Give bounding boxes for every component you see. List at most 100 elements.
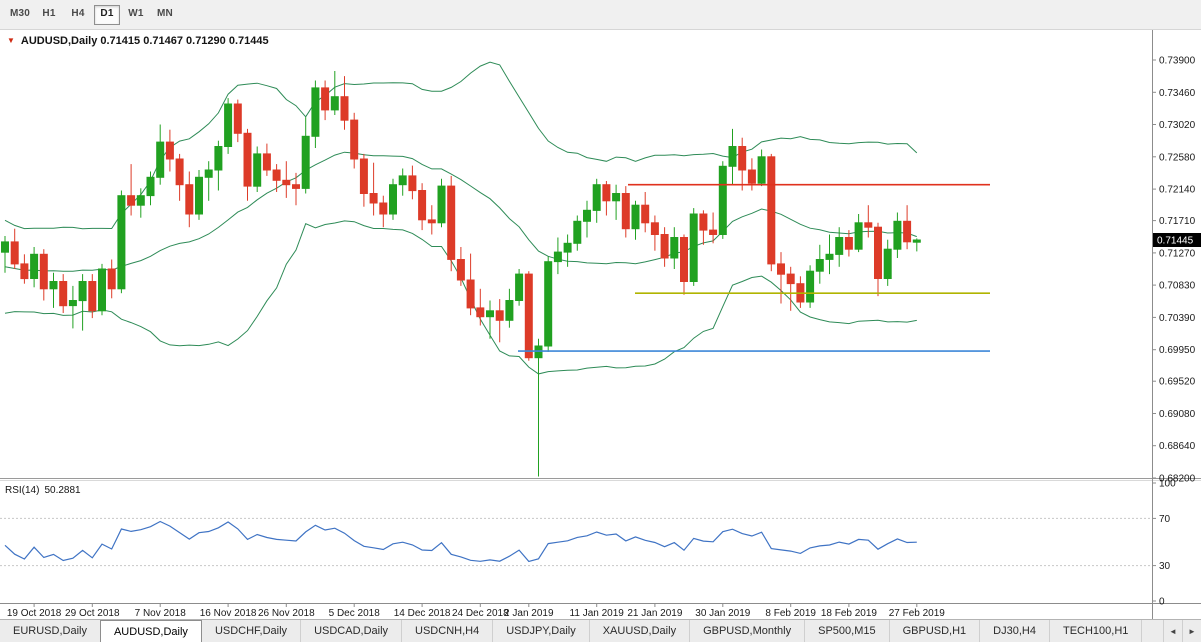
candle-body <box>844 237 853 250</box>
candle <box>563 234 572 267</box>
candle <box>621 186 630 238</box>
chart-window: 0.73900 0.73460 0.73020 0.72580 0.72140 0.717… <box>0 30 1201 619</box>
candle-body <box>747 169 756 184</box>
candle-body <box>893 220 902 250</box>
chart-tab-usdcad-daily[interactable]: USDCAD,Daily <box>301 620 403 642</box>
timeframe-button-mn[interactable]: MN <box>157 7 173 19</box>
candle <box>592 178 601 223</box>
candle-body <box>30 253 39 280</box>
tabbar-scroll-right-button[interactable]: ► <box>1182 620 1201 642</box>
chart-tab-usdchf-daily[interactable]: USDCHF,Daily <box>202 620 302 642</box>
candle-body <box>127 195 136 206</box>
candle-body <box>641 204 650 224</box>
price-axis[interactable]: 0.73900 0.73460 0.73020 0.72580 0.72140 0.717… <box>1152 56 1196 485</box>
candle-body <box>466 279 475 309</box>
timeframe-button-d1[interactable]: D1 <box>94 4 120 25</box>
time-tick-label: 18 Feb 2019 <box>821 608 878 619</box>
chart-tab-gbpusd-monthly[interactable]: GBPUSD,Monthly <box>690 620 806 642</box>
chart-tab-dj30-h4[interactable]: DJ30,H4 <box>980 620 1050 642</box>
time-tick-label: 26 Nov 2018 <box>258 608 315 619</box>
candle-body <box>456 259 465 281</box>
candle <box>544 256 553 352</box>
time-tick-label: 5 Dec 2018 <box>329 608 381 619</box>
candle-body <box>301 135 310 189</box>
candle-body <box>883 248 892 279</box>
chart-tab-gbpusd-h1[interactable]: GBPUSD,H1 <box>890 620 981 642</box>
candle-body <box>214 146 223 171</box>
candle-body <box>156 141 165 178</box>
candle <box>301 117 310 194</box>
candle <box>738 137 747 191</box>
candle-body <box>292 184 300 189</box>
rsi-axis[interactable]: 100 70 30 0 <box>1152 479 1176 608</box>
timeframe-button-h4[interactable]: H4 <box>71 7 85 19</box>
candle-body <box>874 226 882 279</box>
candle-body <box>204 169 213 178</box>
candle-body <box>272 169 281 181</box>
candle <box>786 266 795 311</box>
candle-body <box>912 239 921 243</box>
candle <box>844 230 853 257</box>
candle-body <box>243 132 252 187</box>
chart-tab-usdcnh-h4[interactable]: USDCNH,H4 <box>402 620 494 642</box>
candle-body <box>573 220 582 244</box>
candle <box>883 239 892 286</box>
candle <box>456 247 465 286</box>
candle <box>573 215 582 251</box>
candle-body <box>20 263 29 280</box>
candle <box>292 172 300 206</box>
price-tick-label: 0.73020 <box>1159 120 1196 131</box>
candle <box>175 153 184 201</box>
candle-body <box>68 300 77 307</box>
candle-body <box>359 158 368 194</box>
candle-body <box>524 273 533 359</box>
candle-body <box>447 185 456 260</box>
chart-tab-tech100-h1[interactable]: TECH100,H1 <box>1050 620 1143 642</box>
candle-body <box>854 222 863 250</box>
candle <box>437 178 446 228</box>
current-price-badge-bg <box>1153 233 1201 247</box>
time-axis[interactable]: 19 Oct 2018 29 Oct 2018 7 Nov 2018 16 Nov 2… <box>7 603 945 619</box>
candle <box>515 269 524 306</box>
candle <box>699 210 708 245</box>
candle-body <box>398 175 407 186</box>
candle-body <box>786 273 795 285</box>
candle <box>282 161 291 198</box>
chart-tab-sp500-m15[interactable]: SP500,M15 <box>805 620 890 642</box>
candle <box>127 164 136 216</box>
chart-canvas[interactable]: 0.73900 0.73460 0.73020 0.72580 0.72140 0.717… <box>0 30 1201 619</box>
chart-tab-xauusd-daily[interactable]: XAUUSD,Daily <box>590 620 691 642</box>
current-price-badge: 0.71445 <box>1153 233 1201 247</box>
candle <box>602 181 611 216</box>
candle-body <box>689 213 698 282</box>
candle-body <box>98 268 106 312</box>
candle-body <box>253 153 262 187</box>
candle-body <box>825 253 834 260</box>
candle-body <box>553 251 562 263</box>
candle-body <box>136 195 145 206</box>
price-tick-label: 0.69950 <box>1159 345 1196 356</box>
candle <box>767 153 776 272</box>
time-tick-label: 8 Feb 2019 <box>765 608 816 619</box>
chart-tab-eurusd-daily[interactable]: EURUSD,Daily <box>0 620 101 642</box>
candle <box>864 205 873 238</box>
candle-body <box>418 190 427 221</box>
chart-tab-usdjpy-daily[interactable]: USDJPY,Daily <box>493 620 590 642</box>
candle <box>195 170 203 220</box>
time-tick-label: 21 Jan 2019 <box>627 608 682 619</box>
price-tick-label: 0.73460 <box>1159 88 1196 99</box>
candle <box>330 71 339 115</box>
timeframe-button-m30[interactable]: M30 <box>9 7 31 19</box>
tabbar-scroll-buttons: ◄ ► <box>1163 620 1201 642</box>
tabbar-scroll-left-button[interactable]: ◄ <box>1163 620 1182 642</box>
candle-body <box>670 237 679 259</box>
price-tick-label: 0.71270 <box>1159 248 1196 259</box>
price-tick-label: 0.70830 <box>1159 281 1196 292</box>
timeframe-button-h1[interactable]: H1 <box>42 7 56 19</box>
candle <box>670 227 679 269</box>
candle-body <box>777 263 785 275</box>
time-tick-label: 14 Dec 2018 <box>394 608 451 619</box>
chart-tab-audusd-daily[interactable]: AUDUSD,Daily <box>99 620 202 642</box>
time-tick-label: 2 Jan 2019 <box>504 608 554 619</box>
timeframe-button-w1[interactable]: W1 <box>128 7 144 19</box>
